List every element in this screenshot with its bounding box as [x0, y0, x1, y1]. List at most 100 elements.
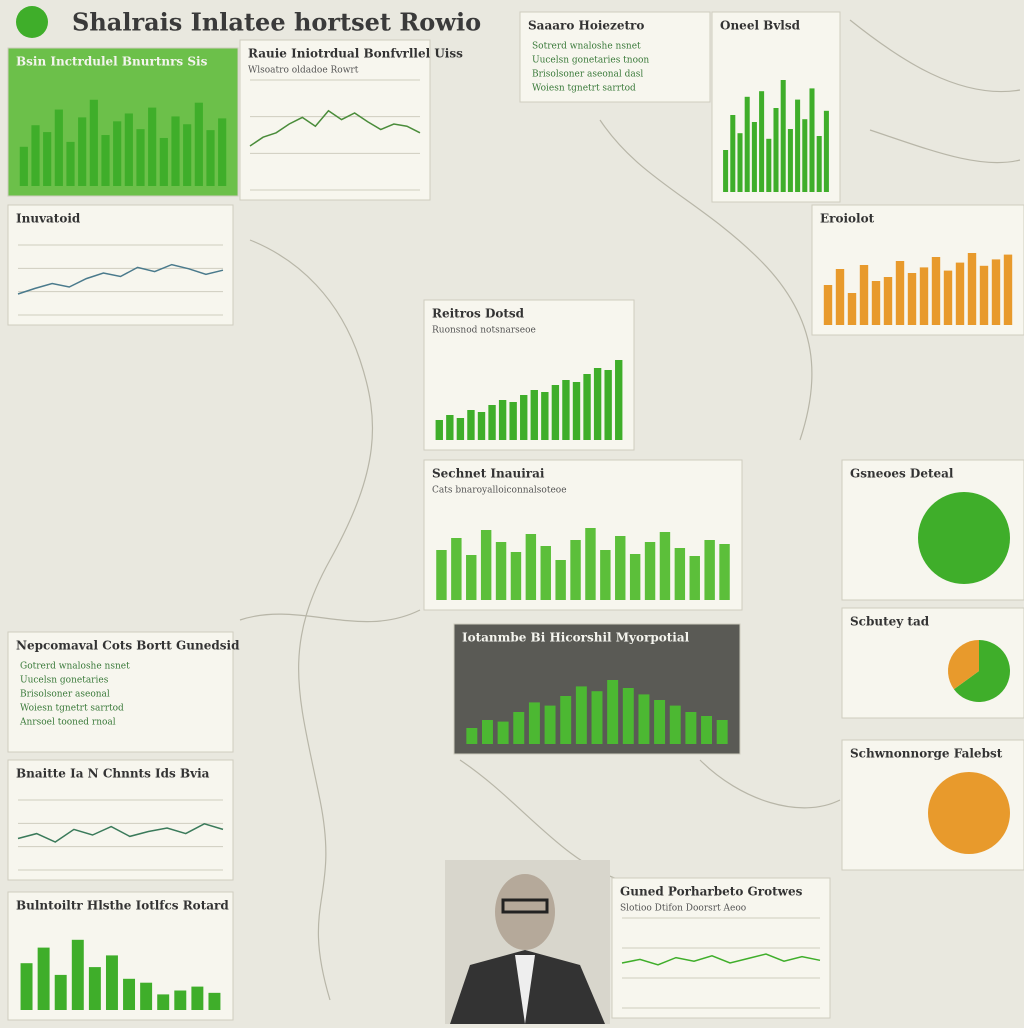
bar: [88, 967, 101, 1010]
panel-bg: [519, 11, 711, 103]
bar: [481, 720, 493, 744]
panel: Bsin Inctrdulel Bnurtnrs Sis: [7, 47, 239, 197]
bar: [716, 720, 728, 744]
bar: [562, 380, 570, 440]
bar: [943, 270, 953, 325]
pie-slice: [953, 640, 1010, 702]
bar: [477, 412, 486, 440]
bar: [823, 285, 833, 325]
panel: Nepcomaval Cots Bortt Gunedsid Gotrerd wn…: [7, 631, 240, 753]
list-line: Uucelsn gonetaries: [20, 676, 109, 686]
bar: [730, 115, 736, 192]
bar: [541, 392, 549, 440]
bar: [43, 132, 52, 186]
bar: [20, 963, 33, 1010]
panel: Inuvatoid: [7, 204, 234, 326]
bar: [488, 405, 496, 440]
bar: [136, 129, 145, 186]
bar: [593, 368, 602, 440]
panel: Rauie Iniotrdual Bonfvrllel Uiss Wlsoatro…: [239, 39, 463, 201]
panel-subtitle: Slotioo Dtifon Doorsrt Aeoo: [620, 904, 746, 914]
bar: [466, 555, 477, 600]
panel: Eroiolot: [811, 204, 1024, 336]
bar: [979, 265, 989, 325]
bar: [530, 390, 538, 440]
bar: [510, 552, 522, 600]
bar: [19, 146, 28, 186]
bar: [919, 267, 929, 325]
bar: [560, 696, 572, 744]
bar: [54, 974, 67, 1010]
pie-slice: [918, 492, 1010, 584]
bar: [124, 113, 133, 186]
line: [621, 953, 821, 966]
panel: Oneel Bvlsd: [711, 11, 841, 203]
bar: [575, 686, 587, 744]
bar: [835, 269, 845, 325]
panel-subtitle: Ruonsnod notsnarseoe: [432, 326, 536, 336]
bar: [689, 556, 700, 600]
panel-title: Guned Porharbeto Grotwes: [620, 885, 803, 899]
panel: Iotanmbe Bi Hicorshil Myorpotial: [453, 623, 741, 755]
bar: [931, 257, 941, 325]
line: [249, 109, 421, 147]
list-line: Woiesn tgnetrt sarrtod: [20, 704, 124, 714]
bar: [540, 546, 551, 600]
panel: Schwnonnorge Falebst: [841, 739, 1024, 871]
bar: [802, 119, 808, 192]
bar: [654, 700, 666, 744]
list-line: Gotrerd wnaloshe nsnet: [20, 662, 130, 672]
panel-subtitle: Cats bnaroyalloiconnalsoteoe: [432, 486, 567, 496]
bar: [157, 994, 170, 1010]
bar: [955, 262, 965, 325]
panel-bg: [7, 47, 239, 197]
bar: [218, 118, 227, 186]
bar: [744, 96, 750, 192]
panel-title: Schwnonnorge Falebst: [850, 747, 1003, 761]
bar: [629, 554, 641, 600]
bar: [737, 133, 743, 192]
bar: [551, 385, 560, 440]
bar: [622, 688, 634, 744]
bar: [704, 540, 715, 600]
bar: [498, 400, 507, 440]
bar: [456, 418, 465, 440]
bar: [513, 712, 525, 744]
bar: [101, 135, 110, 186]
bar: [604, 370, 612, 440]
bar: [159, 137, 168, 186]
line: [17, 822, 224, 843]
bar: [31, 125, 40, 186]
bar: [780, 80, 786, 192]
bar: [583, 374, 591, 440]
list-line: Anrsoel tooned rnoal: [19, 718, 116, 728]
bar: [436, 550, 447, 600]
list-line: Uucelsn gonetaries tnoon: [532, 56, 649, 66]
bar: [871, 281, 881, 325]
bar: [723, 150, 729, 192]
panel-title: Inuvatoid: [16, 212, 81, 226]
list-line: Woiesn tgnetrt sarrtod: [532, 84, 636, 94]
panel-bg: [239, 39, 431, 201]
panel: Reitros Dotsd Ruonsnod notsnarseoe: [423, 299, 635, 451]
bar: [183, 124, 192, 186]
panel-title: Rauie Iniotrdual Bonfvrllel Uiss: [248, 47, 463, 61]
panel-title: Saaaro Hoiezetro: [528, 19, 644, 33]
bar: [585, 528, 596, 600]
bar: [71, 939, 84, 1010]
bar: [480, 530, 492, 600]
bar: [669, 705, 681, 744]
bar: [466, 728, 478, 744]
bar: [525, 534, 537, 600]
panel-title: Oneel Bvlsd: [720, 19, 801, 33]
panel: Scbutey tad: [841, 607, 1024, 719]
bar: [907, 273, 917, 325]
list-line: Sotrerd wnaloshe nsnet: [532, 42, 641, 52]
bar: [674, 548, 686, 600]
bar: [847, 293, 857, 325]
panel-bg: [7, 759, 234, 881]
bar: [1003, 254, 1013, 325]
panel-title: Scbutey tad: [850, 615, 930, 629]
